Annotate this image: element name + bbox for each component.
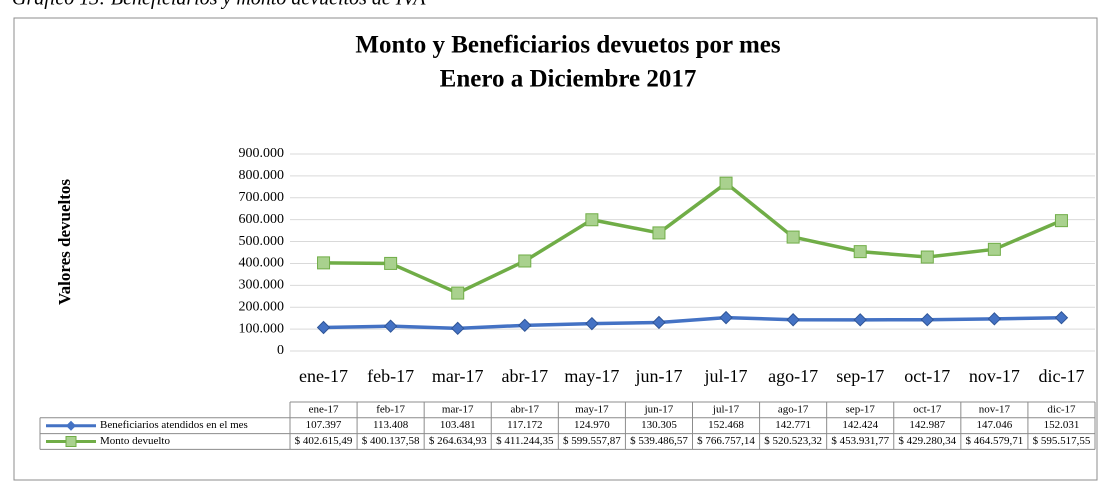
table-header: ene-17: [309, 403, 339, 415]
marker: [987, 242, 1001, 256]
data-label: $ 264.634,93: [429, 435, 487, 447]
y-tick-label: 700.000: [239, 190, 285, 205]
table-header: oct-17: [913, 403, 942, 415]
data-label: 152.468: [708, 419, 744, 431]
table-header: mar-17: [442, 403, 474, 415]
table-header: abr-17: [511, 403, 540, 415]
y-axis-label: Valores devueltos: [55, 179, 74, 305]
data-label: $ 520.523,32: [764, 435, 822, 447]
data-label: 142.771: [775, 419, 811, 431]
data-label: $ 400.137,58: [362, 435, 420, 447]
data-label: $ 766.757,14: [697, 435, 755, 447]
marker: [719, 310, 733, 325]
y-tick-label: 400.000: [239, 256, 285, 271]
x-tick-label: oct-17: [904, 366, 950, 386]
y-tick-label: 100.000: [239, 321, 285, 336]
data-label: $ 429.280,34: [898, 435, 956, 447]
y-tick-label: 200.000: [239, 299, 285, 314]
series-line: [323, 181, 1063, 295]
table-header: jul-17: [712, 403, 740, 415]
x-tick-label: ago-17: [768, 366, 818, 386]
data-label: $ 411.244,35: [496, 435, 554, 447]
marker: [585, 213, 599, 227]
data-label: 107.397: [306, 419, 342, 431]
marker: [786, 230, 800, 244]
y-tick-label: 800.000: [239, 168, 285, 183]
table-header: sep-17: [846, 403, 876, 415]
marker: [518, 318, 532, 333]
marker: [786, 313, 800, 327]
table-header: jun-17: [644, 403, 674, 415]
marker: [853, 245, 867, 259]
y-tick-label: 300.000: [239, 278, 285, 293]
table-header: dic-17: [1047, 403, 1076, 415]
legend-label: Monto devuelto: [100, 435, 170, 447]
data-label: $ 539.486,57: [630, 435, 688, 447]
marker: [451, 321, 465, 336]
x-tick-label: jun-17: [634, 366, 682, 386]
data-table: ene-17 feb-17 mar-17 abr-17 may-17 jun-17 jul-…: [39, 401, 1096, 450]
chart-border: [13, 17, 1098, 481]
data-label: 130.305: [641, 419, 677, 431]
marker: [585, 316, 599, 331]
marker: [920, 312, 934, 327]
marker: [652, 226, 666, 240]
caption: Gráfico 13: Beneficiarios y monto devuel…: [12, 0, 426, 10]
marker: [518, 254, 532, 268]
table-header: ago-17: [778, 403, 809, 415]
table-header: nov-17: [979, 403, 1011, 415]
legend-label: Beneficiarios atendidos en el mes: [100, 419, 248, 431]
legend-marker: [66, 420, 76, 431]
marker: [451, 286, 465, 300]
marker: [719, 176, 733, 190]
data-label: 103.481: [440, 419, 476, 431]
x-tick-label: feb-17: [367, 366, 414, 386]
data-label: $ 595.517,55: [1033, 435, 1091, 447]
marker: [317, 256, 331, 270]
y-tick-label: 500.000: [239, 234, 285, 249]
marker: [987, 312, 1002, 326]
marker: [1054, 214, 1068, 228]
y-tick-label: 600.000: [239, 212, 285, 227]
y-tick-label: 900.000: [239, 146, 285, 161]
marker: [384, 256, 398, 270]
data-label: 113.408: [373, 419, 409, 431]
marker: [316, 320, 331, 335]
x-tick-label: mar-17: [432, 366, 484, 386]
x-tick-label: may-17: [564, 366, 619, 386]
x-tick-label: abr-17: [501, 366, 548, 386]
data-label: 147.046: [977, 419, 1013, 431]
chart-subtitle: Enero a Diciembre 2017: [440, 66, 697, 93]
series-line: [323, 315, 1062, 331]
chart-title: Monto y Beneficiarios devuetos por mes: [355, 32, 780, 59]
data-label: $ 402.615,49: [295, 435, 353, 447]
x-tick-label: dic-17: [1038, 366, 1084, 386]
x-tick-label: jul-17: [704, 366, 748, 386]
table-header: feb-17: [376, 403, 405, 415]
data-label: 152.031: [1044, 419, 1080, 431]
data-label: 142.987: [909, 419, 945, 431]
marker: [853, 313, 867, 327]
marker: [920, 250, 934, 264]
x-tick-label: sep-17: [836, 366, 884, 386]
x-tick-label: nov-17: [969, 366, 1020, 386]
marker: [1054, 311, 1069, 325]
data-label: 142.424: [842, 419, 878, 431]
data-label: $ 453.931,77: [831, 435, 889, 447]
data-label: 124.970: [574, 419, 610, 431]
data-label: $ 464.579,71: [966, 435, 1024, 447]
marker: [652, 315, 666, 330]
y-tick-label: 0: [277, 343, 284, 358]
x-tick-label: ene-17: [299, 366, 348, 386]
data-label: 117.172: [507, 419, 542, 431]
marker: [383, 319, 398, 333]
legend-marker: [65, 436, 77, 447]
table-header: may-17: [575, 403, 609, 415]
data-label: $ 599.557,87: [563, 435, 621, 447]
